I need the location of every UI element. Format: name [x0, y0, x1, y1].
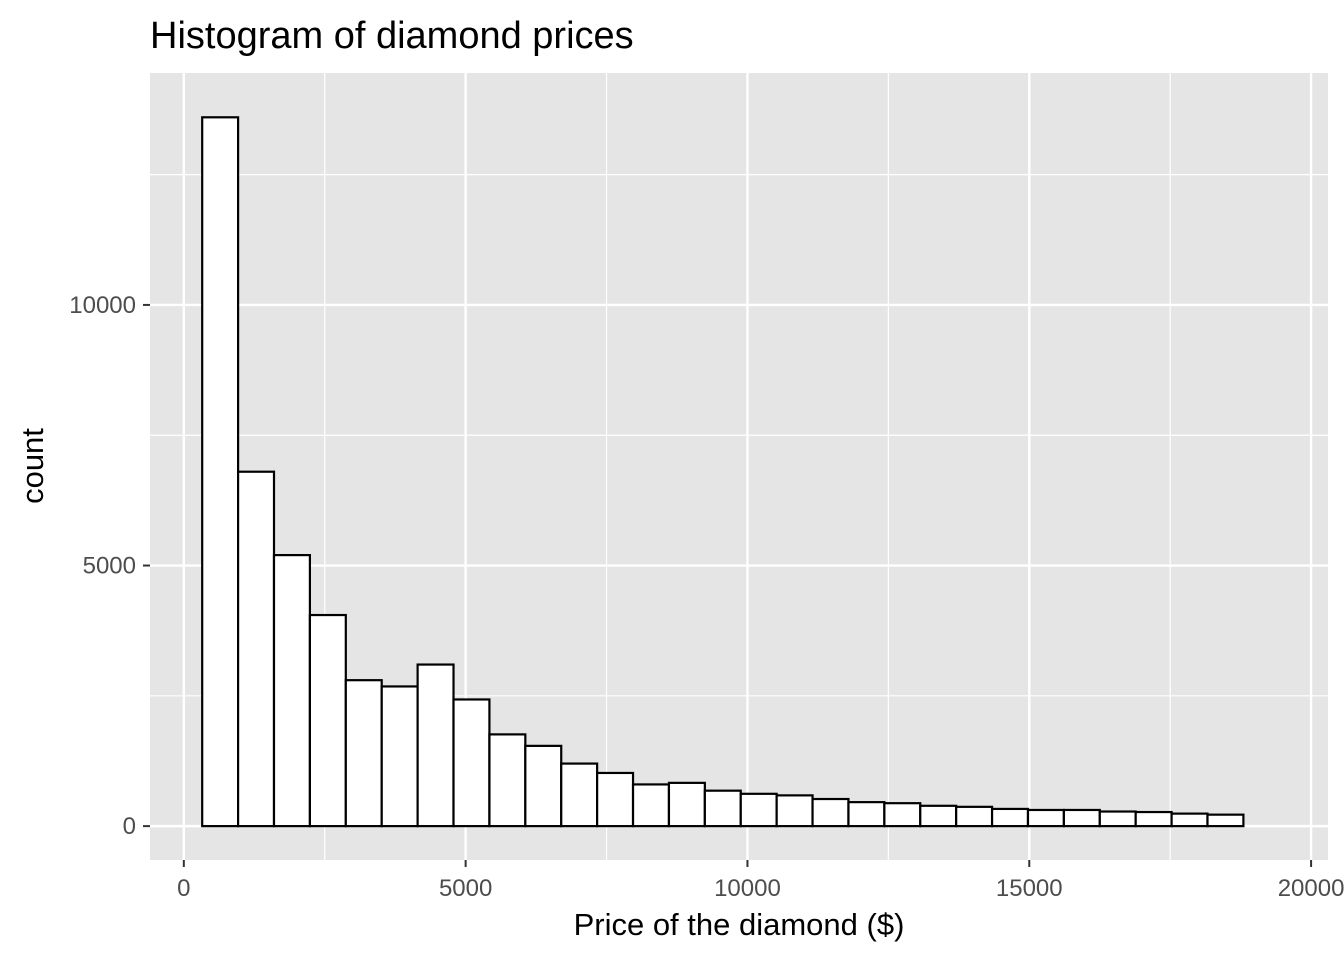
- x-axis-title: Price of the diamond ($): [574, 907, 905, 942]
- histogram-bar: [883, 802, 922, 828]
- histogram-bar: [560, 762, 599, 828]
- histogram-bar: [919, 804, 958, 828]
- histogram-bar: [1098, 810, 1137, 828]
- histogram-bar: [1206, 813, 1245, 828]
- y-tick-label: 5000: [83, 553, 136, 580]
- histogram-bar: [596, 771, 635, 828]
- histogram-bar: [667, 781, 706, 828]
- y-axis: 0 5000 10000: [69, 292, 150, 840]
- histogram-bar: [990, 807, 1030, 828]
- histogram-bar: [201, 116, 240, 828]
- histogram-bar: [1026, 808, 1065, 828]
- histogram-bar: [811, 797, 850, 828]
- histogram-bar: [775, 794, 814, 828]
- x-tick-label: 15000: [996, 875, 1063, 902]
- y-axis-title: count: [15, 428, 50, 504]
- histogram-bars: [201, 116, 1245, 828]
- histogram-bar: [1062, 808, 1101, 828]
- histogram-bar: [308, 613, 347, 828]
- y-tick-label: 10000: [69, 292, 136, 319]
- histogram-bar: [703, 789, 742, 828]
- chart-title: Histogram of diamond prices: [150, 15, 634, 57]
- histogram-bar: [452, 698, 491, 828]
- histogram-bar: [739, 792, 778, 828]
- histogram-bar: [847, 801, 886, 828]
- x-axis: 0 5000 10000 15000 20000: [177, 860, 1344, 902]
- histogram-bar: [524, 744, 563, 828]
- minor-gridlines: [150, 73, 1328, 860]
- histogram-bar: [380, 685, 419, 828]
- histogram-bar: [488, 733, 527, 828]
- histogram-bar: [631, 783, 671, 828]
- histogram-bar: [416, 663, 455, 828]
- histogram-bar: [1170, 812, 1209, 828]
- histogram-bar: [272, 554, 312, 828]
- x-tick-label: 20000: [1278, 875, 1344, 902]
- histogram-bar: [1134, 810, 1173, 828]
- major-gridlines: [150, 73, 1328, 860]
- x-tick-label: 5000: [439, 875, 492, 902]
- x-tick-label: 0: [177, 875, 190, 902]
- y-tick-label: 0: [123, 813, 136, 840]
- histogram-bar: [955, 805, 994, 828]
- histogram-bar: [236, 470, 276, 828]
- x-tick-label: 10000: [714, 875, 781, 902]
- histogram-bar: [344, 679, 383, 828]
